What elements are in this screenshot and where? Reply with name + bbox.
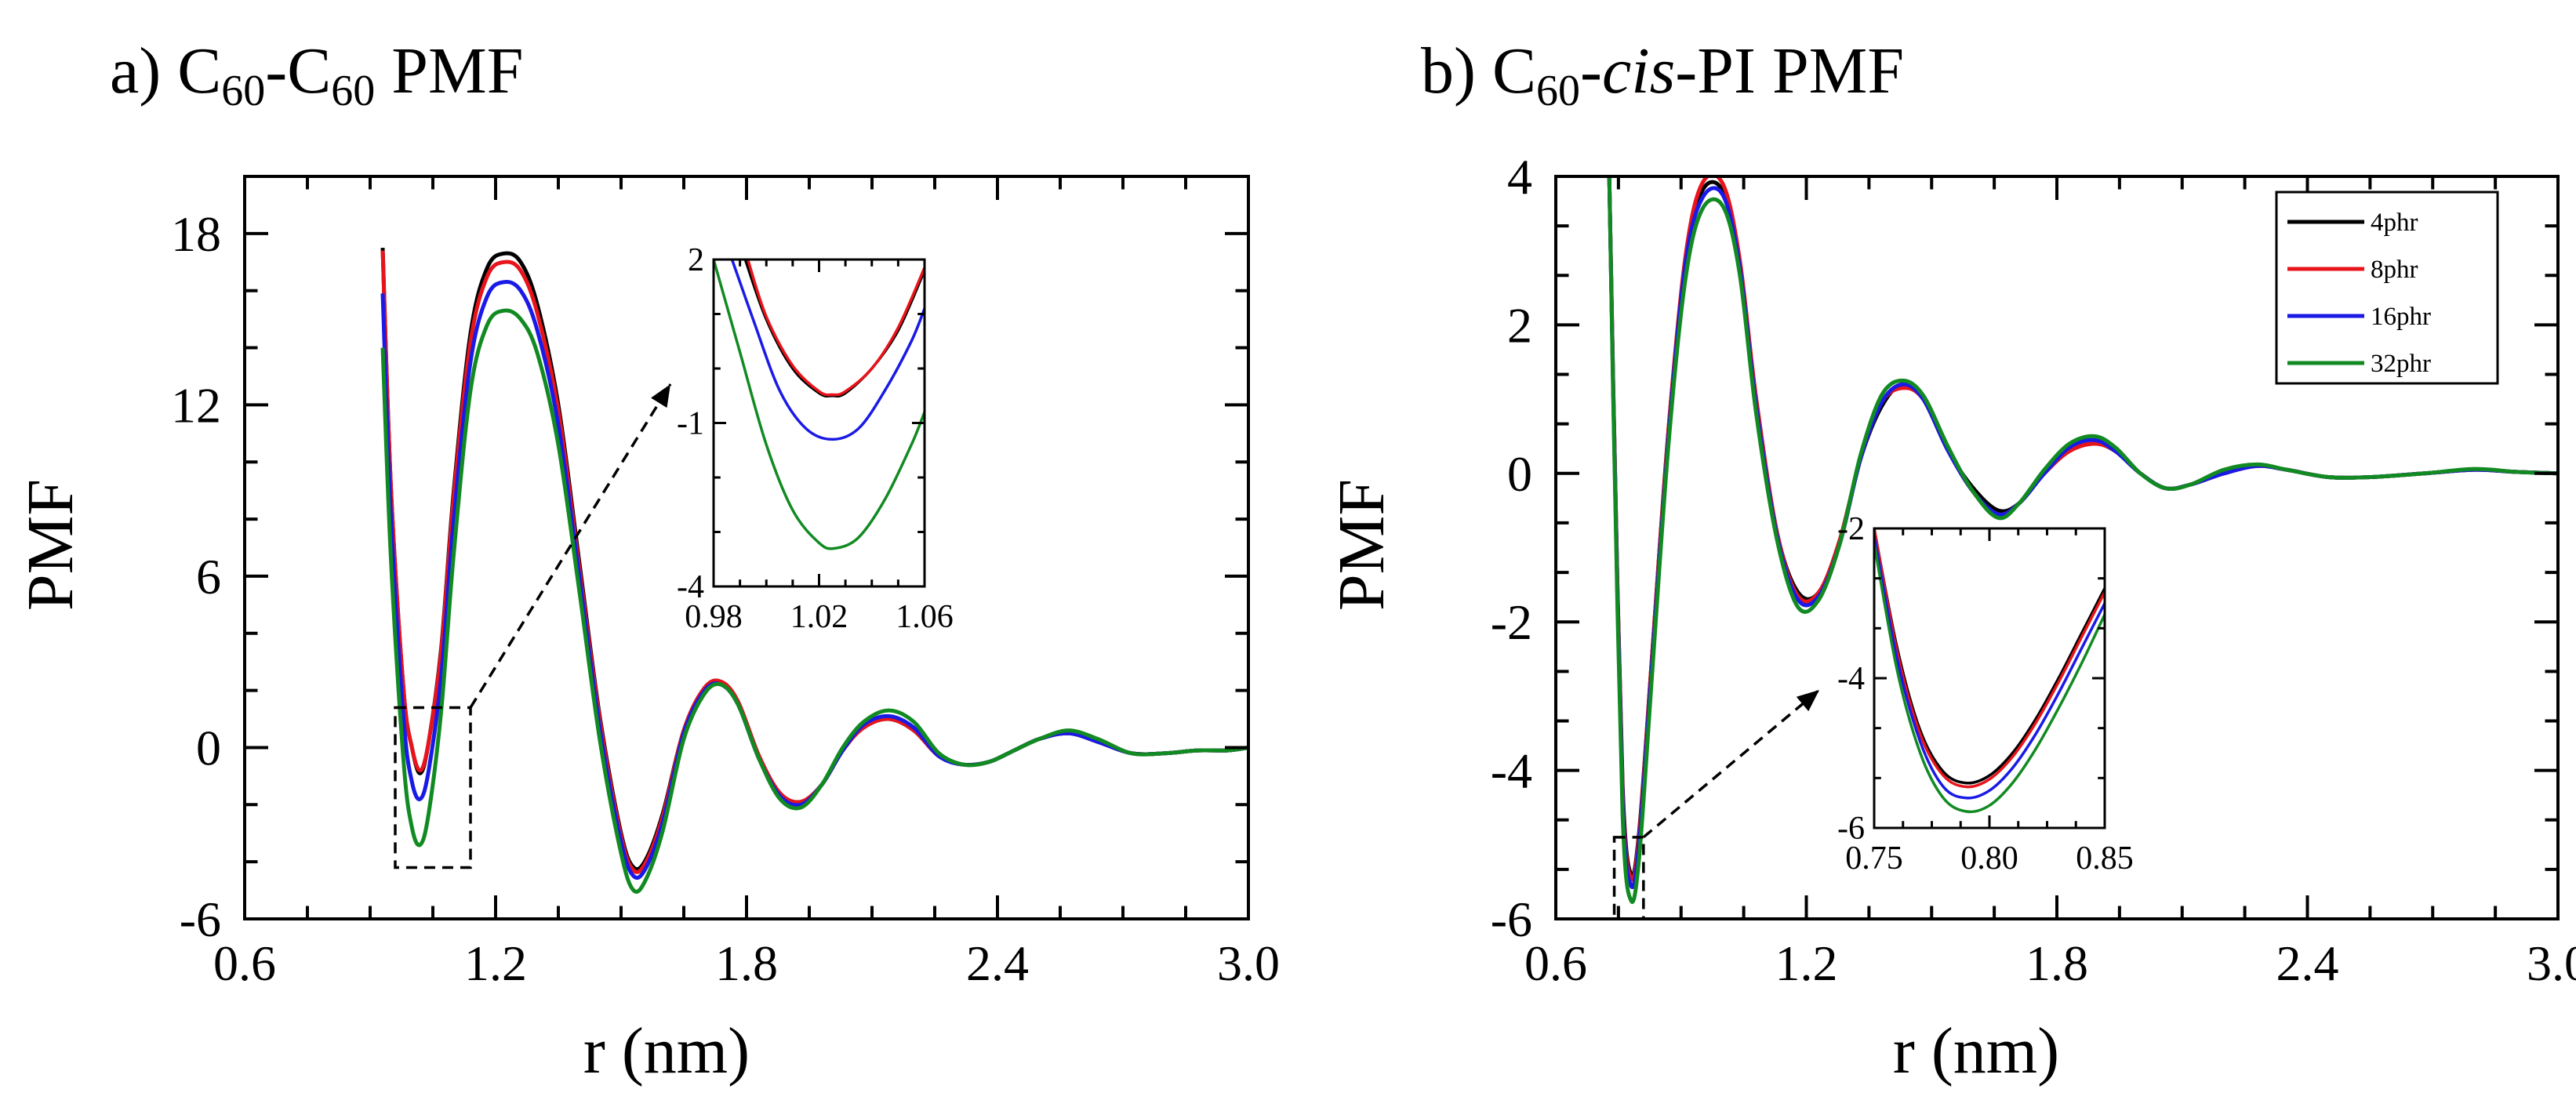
- panel-b-inset-xtick-label: 0.75: [1845, 840, 1903, 877]
- panel-a-inset-xtick-label: 1.06: [896, 599, 954, 635]
- panel-b-xtick-label: 1.8: [2026, 935, 2088, 991]
- panel-a-xtick-label: 1.8: [715, 935, 778, 991]
- panel-b-ytick-label: 2: [1507, 297, 1532, 353]
- panel-a-series-group: [380, 248, 1248, 894]
- panel-b-ytick-label: 4: [1507, 149, 1532, 205]
- panel-a-inset-series-32phr: [714, 260, 925, 550]
- panel-b-inset-series-32phr: [1874, 543, 2105, 814]
- panel-a-inset-series-8phr: [747, 260, 925, 397]
- panel-b-series-group: [1607, 176, 2558, 904]
- panel-b-ytick-label: -6: [1491, 891, 1532, 947]
- panel-a-title: a) C60-C60 PMF: [110, 34, 523, 115]
- panel-a-xlabel: r (nm): [583, 1015, 750, 1087]
- panel-a-xtick-label: 2.4: [966, 935, 1029, 991]
- panel-a-inset-ytick-label: 2: [688, 242, 704, 278]
- panel-b-plot: 0.6 1.2 1.8 2.4 3.0 -6 -4 -2 0 2 4 0.75 0.80 0.85 -2 -4…: [1491, 149, 2576, 991]
- panel-b-xtick-label: 3.0: [2527, 935, 2576, 991]
- panel-a-ytick-label: 12: [171, 377, 221, 433]
- panel-b-inset-xtick-label: 0.85: [2076, 840, 2134, 877]
- panel-a-xtick-label: 0.6: [213, 935, 276, 991]
- panel-a-ytick-label: -6: [180, 891, 221, 947]
- panel-b-inset: 0.75 0.80 0.85 -2 -4 -6: [1837, 511, 2134, 877]
- panel-b-xtick-label: 0.6: [1524, 935, 1587, 991]
- panel-b-inset-ytick-label: -4: [1837, 661, 1865, 697]
- panel-b-inset-xtick-label: 0.80: [1960, 840, 2018, 877]
- panel-a-plot: 0.6 1.2 1.8 2.4 3.0 -6 0 6 12 18 0.98 1.02 1.06 2 -1 -4: [171, 175, 1280, 991]
- panel-b-zoom-arrow: [1642, 688, 1821, 839]
- panel-a-inset-xtick-label: 1.02: [790, 599, 848, 635]
- panel-b-legend-label-32phr: 32phr: [2371, 350, 2431, 378]
- panel-b-inset-ytick-label: -2: [1837, 511, 1865, 547]
- panel-b-ytick-label: 0: [1507, 446, 1532, 502]
- panel-a-inset-series-16phr: [730, 260, 925, 441]
- panel-a-inset-ytick-label: -1: [677, 406, 704, 442]
- panel-b-inset-ytick-label: -6: [1837, 811, 1865, 847]
- panel-b-inset-series-8phr: [1874, 528, 2105, 789]
- panel-b-ytick-label: -4: [1491, 743, 1532, 799]
- panel-b-highlight-box: [1612, 836, 1645, 920]
- panel-b-ylabel: PMF: [1325, 479, 1398, 611]
- panel-a-inset-series-group: [714, 260, 925, 550]
- panel-a-xtick-label: 1.2: [464, 935, 527, 991]
- panel-a-ytick-label: 18: [171, 206, 221, 262]
- panel-a-zoom-arrow: [469, 383, 672, 709]
- panel-b-ytick-label: -2: [1491, 594, 1532, 650]
- panel-b-xtick-label: 2.4: [2276, 935, 2339, 991]
- panel-b-xtick-label: 1.2: [1775, 935, 1838, 991]
- panel-a-inset: 0.98 1.02 1.06 2 -1 -4: [677, 242, 954, 635]
- panel-a-highlight-box: [394, 706, 472, 869]
- panel-b-xlabel: r (nm): [1893, 1015, 2059, 1087]
- panel-b-legend: 4phr 8phr 16phr 32phr: [2275, 191, 2499, 385]
- panel-b-legend-label-16phr: 16phr: [2371, 303, 2431, 331]
- panel-a-ytick-label: 6: [196, 549, 221, 604]
- panel-b-legend-label-4phr: 4phr: [2371, 209, 2418, 237]
- panel-a-inset-ytick-label: -4: [677, 569, 704, 605]
- panel-b-legend-box: [2275, 191, 2499, 385]
- panel-b-inset-series-group: [1874, 528, 2105, 814]
- panel-b-title: b) C60-cis-PI PMF: [1421, 34, 1904, 115]
- panel-a-inset-background: [714, 260, 925, 586]
- panel-a-ytick-label: 0: [196, 720, 221, 775]
- panel-b-inset-series-16phr: [1874, 535, 2105, 800]
- panel-a-ylabel: PMF: [14, 479, 87, 611]
- panel-b-inset-background: [1874, 528, 2105, 828]
- panel-a-zoom-arrowhead: [651, 384, 670, 408]
- panel-a-xtick-label: 3.0: [1217, 935, 1280, 991]
- panel-a-series-32phr: [380, 308, 1248, 894]
- panel-b-legend-label-8phr: 8phr: [2371, 256, 2418, 284]
- panel-a-inset-xtick-label: 0.98: [685, 599, 743, 635]
- panel-b-zoom-arrowhead: [1796, 690, 1819, 712]
- panel-b-series-32phr: [1607, 176, 2558, 904]
